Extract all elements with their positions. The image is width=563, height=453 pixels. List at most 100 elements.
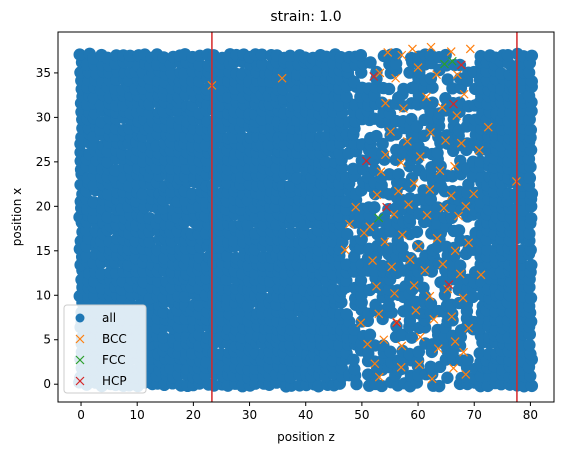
legend-marker-fcc (75, 355, 85, 365)
bcc-point (450, 161, 459, 171)
atom-point (383, 168, 396, 181)
bcc-point (380, 237, 390, 247)
bcc-point (420, 265, 430, 275)
bcc-point (408, 44, 417, 54)
vertical-lines (211, 32, 518, 402)
atom-point (333, 338, 346, 352)
bcc-point (459, 347, 468, 357)
y-tick-label: 15 (36, 244, 51, 258)
bcc-point (415, 332, 425, 342)
bcc-point (454, 211, 463, 221)
atom-point (382, 299, 396, 312)
atom-point (524, 291, 538, 305)
y-axis-label: position x (10, 188, 24, 246)
atom-point (241, 218, 255, 232)
atom-point (368, 339, 382, 352)
atom-point (193, 58, 206, 72)
bcc-point (390, 289, 399, 298)
atom-point (403, 347, 416, 361)
bcc-point (425, 291, 435, 301)
x-tick-label: 30 (242, 408, 257, 422)
atom-point (157, 306, 170, 319)
bcc-point (450, 337, 460, 346)
bcc-point (368, 256, 377, 266)
atom-point (461, 353, 474, 367)
bcc-point (372, 281, 381, 291)
atom-point (525, 104, 538, 118)
atom-point (375, 379, 388, 393)
legend-marker-all (75, 313, 85, 323)
bcc-point (397, 230, 407, 240)
hcp-point (382, 202, 392, 212)
hcp-point (361, 156, 371, 166)
bcc-point (425, 185, 435, 194)
atom-point (424, 72, 438, 85)
atom-point (364, 56, 377, 69)
bcc-point (381, 150, 390, 160)
atom-point (255, 113, 269, 126)
atom-point (405, 331, 418, 344)
atom-point (389, 57, 403, 70)
bcc-point (414, 241, 424, 251)
atom-point (445, 211, 458, 225)
bcc-point (409, 281, 419, 290)
atom-point (405, 172, 419, 185)
bcc-point (392, 317, 402, 327)
bcc-point (383, 48, 393, 57)
atom-point (522, 66, 536, 79)
bcc-point (465, 44, 475, 54)
bcc-point (363, 339, 372, 349)
x-axis-label: position z (277, 430, 335, 444)
atom-point (220, 273, 233, 286)
atom-point (326, 268, 340, 281)
atom-point (524, 123, 538, 137)
bcc-point (422, 210, 432, 220)
atom-point (340, 195, 353, 208)
atom-point (348, 362, 361, 376)
x-tick-label: 50 (354, 408, 369, 422)
bcc-point (432, 70, 442, 80)
bcc-point (391, 73, 401, 83)
atom-point (256, 57, 269, 71)
bcc-point (413, 63, 423, 73)
bcc-point (469, 189, 479, 199)
bcc-point (414, 360, 424, 370)
bcc-point (351, 202, 361, 212)
atom-point (466, 290, 479, 304)
atom-point (157, 331, 170, 344)
hcp-point (444, 280, 454, 290)
atom-point (305, 130, 318, 143)
atom-point (158, 251, 171, 265)
atom-point (452, 224, 466, 237)
legend-label-hcp: HCP (102, 374, 127, 388)
atom-point (525, 49, 539, 62)
bcc-point (386, 127, 395, 137)
bcc-point (458, 293, 468, 303)
atom-point (284, 298, 297, 311)
bcc-point (370, 359, 380, 369)
bcc-point (396, 362, 406, 372)
atom-point (454, 259, 467, 272)
bcc-point (277, 73, 287, 83)
atom-point (319, 155, 333, 169)
legend-marker-hcp (75, 376, 85, 386)
atom-point (370, 65, 383, 79)
data-marks (73, 42, 539, 393)
x-tick-label: 60 (410, 408, 425, 422)
atom-point (363, 328, 377, 341)
bcc-point (387, 262, 397, 272)
atom-point (143, 235, 157, 249)
atom-point (424, 297, 438, 310)
bcc-point (422, 92, 431, 102)
atom-point (136, 187, 150, 201)
y-tick-label: 30 (36, 110, 51, 124)
bcc-point (411, 305, 421, 315)
bcc-point (397, 50, 407, 60)
bcc-point (446, 191, 456, 201)
atom-point (347, 353, 360, 367)
x-tick-label: 80 (523, 408, 538, 422)
bcc-point (393, 186, 403, 196)
bcc-point (446, 47, 456, 56)
hcp-point (449, 99, 458, 109)
atom-point (523, 171, 537, 185)
